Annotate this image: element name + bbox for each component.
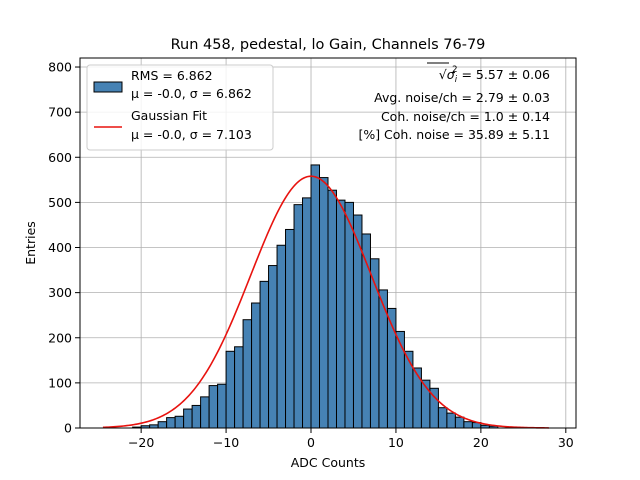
y-tick-label: 300 [48,285,72,300]
histogram-bar [183,408,193,429]
chart-title: Run 458, pedestal, lo Gain, Channels 76-… [171,37,486,53]
legend: RMS = 6.862 μ = -0.0, σ = 6.862 Gaussian… [86,64,274,151]
x-axis-label: ADC Counts [291,455,366,470]
histogram-bar [293,204,304,429]
histogram-bar [276,244,287,429]
y-tick-label: 800 [48,60,72,75]
histogram-bar [395,330,405,429]
histogram-bar [335,199,346,429]
y-tick-label: 100 [48,375,72,390]
gaussian-fit-curve [102,175,549,429]
histogram-bar [217,383,227,429]
legend-fit-label-line2: μ = -0.0, σ = 7.103 [131,127,252,142]
y-tick-label: 700 [48,105,72,120]
legend-frame [86,64,274,151]
histogram-bar [208,385,219,429]
x-tick-label: 10 [388,435,404,450]
histogram-bar [319,177,329,429]
y-tick-label: 400 [48,240,72,255]
x-tick-label: −20 [128,435,154,450]
histogram-bar [344,201,354,429]
histogram-bar [302,197,312,429]
histogram-bar [403,350,414,429]
legend-histogram-label-line1: RMS = 6.862 [131,68,213,83]
y-axis-ticks: 0 100 200 300 400 500 600 700 800 [48,60,80,436]
histogram-bar [242,319,253,429]
histogram-bar [412,367,422,429]
histogram-bar [234,346,244,429]
plot-frame [79,57,577,429]
annotation-sigma-sum: √σi2 = 5.57 ± 0.06 [439,65,550,85]
histogram-bar [268,265,278,429]
noise-annotations: √σi2 = 5.57 ± 0.06 Avg. noise/ch = 2.79 … [358,62,550,142]
x-tick-label: 20 [473,435,489,450]
histogram-bar [454,416,465,429]
histogram-bar [191,404,202,429]
histogram-bar [327,189,337,429]
legend-histogram-swatch [93,81,123,93]
histogram-bar [166,417,176,429]
histogram-bar [157,421,168,429]
histogram-bar [285,228,295,429]
x-tick-label: 30 [558,435,574,450]
x-tick-label: 0 [307,435,315,450]
histogram-bar [225,350,236,429]
annotation-avg-noise: Avg. noise/ch = 2.79 ± 0.03 [374,90,550,105]
histogram-bar [200,396,210,429]
annotation-coh-noise: Coh. noise/ch = 1.0 ± 0.14 [381,109,550,124]
histogram-bar [259,280,270,429]
histogram-bar [310,164,321,429]
y-tick-label: 500 [48,195,72,210]
histogram-bar [437,407,448,429]
histogram-bar [174,415,185,429]
grid-lines [80,58,576,429]
legend-histogram-label-line2: μ = -0.0, σ = 6.862 [131,86,252,101]
histogram-bar [463,421,473,429]
x-axis-ticks: −20 −10 0 10 20 30 [128,428,574,450]
histogram-bars [132,164,499,429]
y-tick-label: 0 [64,421,72,436]
y-tick-label: 200 [48,330,72,345]
legend-fit-label-line1: Gaussian Fit [131,108,207,123]
y-axis-label: Entries [23,221,38,265]
annotation-coh-noise-percent: [%] Coh. noise = 35.89 ± 5.11 [358,127,550,142]
histogram-bar [251,302,261,429]
histogram-bar [446,412,456,429]
x-tick-label: −10 [213,435,239,450]
y-tick-label: 600 [48,150,72,165]
